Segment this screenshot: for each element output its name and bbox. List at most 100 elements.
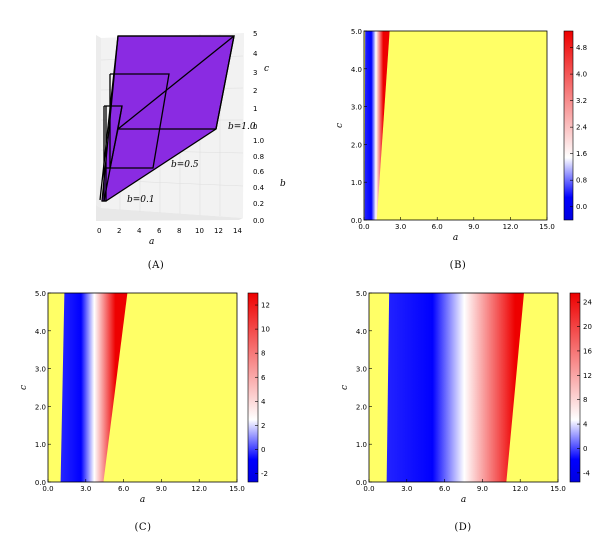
tick-label: 1.0 — [351, 179, 362, 187]
slice-label: b=0.1 — [127, 195, 155, 205]
slice-label: b=0.5 — [171, 160, 199, 170]
tick-label: 10 — [261, 326, 270, 334]
x-axis-label: a — [461, 495, 466, 505]
tick-label: 0 — [261, 446, 265, 454]
tick-label: 8 — [177, 227, 181, 235]
colorbar-gradient — [247, 292, 259, 483]
tick-label: 1.6 — [576, 150, 588, 158]
tick-label: 12.0 — [503, 223, 519, 231]
heatmap-band — [386, 293, 524, 482]
tick-label: 5.0 — [35, 290, 46, 298]
tick-label: 12.0 — [512, 485, 528, 493]
tick-label: 0.4 — [253, 184, 265, 192]
panel-a-xlabel: a — [149, 237, 154, 247]
panel-a-zticks: 5 4 3 2 1 0 — [253, 30, 258, 131]
tick-label: 4 — [261, 398, 266, 406]
tick-label: 10 — [195, 227, 204, 235]
tick-label: 4.0 — [576, 71, 587, 79]
tick-label: 12.0 — [191, 485, 207, 493]
tick-label: 0.0 — [358, 223, 369, 231]
tick-label: 0.8 — [576, 177, 587, 185]
colorbar: 4.8 4.0 3.2 2.4 1.6 0.8 0.0 — [563, 30, 588, 221]
panel-a-zlabel: c — [264, 64, 269, 74]
tick-label: 0.0 — [35, 479, 46, 487]
tick-label: 9.0 — [477, 485, 488, 493]
panel-a-xticks: 0 2 4 6 8 10 12 14 — [97, 227, 242, 235]
tick-label: 3.0 — [401, 485, 412, 493]
tick-label: 4.0 — [351, 66, 362, 74]
tick-label: 5.0 — [351, 28, 362, 36]
x-axis-label: a — [453, 233, 458, 243]
y-axis-label: c — [335, 123, 345, 128]
tick-label: 0.0 — [356, 479, 367, 487]
colorbar-gradient — [569, 292, 581, 483]
tick-label: 9.0 — [156, 485, 167, 493]
tick-label: 5.0 — [356, 290, 367, 298]
panel-c: 0.0 3.0 6.0 9.0 12.0 15.0 0.0 1.0 2.0 3.0 4.0 5.0 a c… — [19, 290, 270, 533]
panel-b: 0.0 3.0 6.0 9.0 12.0 15.0 0.0 1.0 2.0 3.0 4.0 5.0 a c… — [335, 28, 588, 271]
x-axis-label: a — [140, 495, 145, 505]
heatmap-background — [364, 31, 547, 220]
tick-label: 24 — [583, 299, 592, 307]
tick-label: 0.0 — [42, 485, 53, 493]
tick-label: 2.0 — [351, 141, 362, 149]
tick-label: 1.0 — [356, 441, 367, 449]
tick-label: 3.0 — [351, 104, 362, 112]
tick-label: 9.0 — [468, 223, 479, 231]
tick-label: 3 — [253, 69, 257, 77]
tick-label: 4.0 — [356, 328, 367, 336]
tick-label: 12 — [583, 372, 592, 380]
colorbar: 12 10 8 6 4 2 0 -2 — [247, 292, 270, 483]
tick-label: 8 — [583, 396, 587, 404]
tick-label: 2.4 — [576, 124, 588, 132]
tick-label: 6 — [157, 227, 162, 235]
tick-label: 15.0 — [539, 223, 555, 231]
tick-label: 3.2 — [576, 97, 587, 105]
tick-label: 15.0 — [229, 485, 245, 493]
tick-label: 5 — [253, 30, 257, 38]
tick-label: 0.0 — [351, 217, 362, 225]
panel-a: b=1.0 b=0.5 b=0.1 0 2 4 6 8 10 12 14 a 5… — [96, 30, 286, 271]
caption-a: (A) — [148, 260, 165, 271]
caption-d: (D) — [454, 522, 471, 533]
tick-label: 1.0 — [35, 441, 46, 449]
tick-label: 14 — [233, 227, 242, 235]
tick-label: 2.0 — [35, 403, 46, 411]
tick-label: 0 — [253, 123, 257, 131]
tick-label: 0 — [97, 227, 101, 235]
colorbar: 24 20 16 12 8 4 0 -4 — [569, 292, 592, 483]
tick-label: 6.0 — [439, 485, 450, 493]
tick-label: 3.0 — [35, 366, 46, 374]
tick-label: 0.0 — [363, 485, 374, 493]
panel-a-ylabel: b — [280, 179, 286, 189]
heatmap-band — [364, 31, 390, 220]
slice-label: b=1.0 — [228, 122, 256, 132]
tick-label: 8 — [261, 350, 265, 358]
tick-label: 6.0 — [118, 485, 129, 493]
tick-label: 4 — [583, 421, 588, 429]
tick-label: 20 — [583, 323, 592, 331]
tick-label: -2 — [261, 470, 268, 478]
tick-label: 3.0 — [356, 366, 367, 374]
tick-label: 0.0 — [576, 203, 587, 211]
panel-d: 0.0 3.0 6.0 9.0 12.0 15.0 0.0 1.0 2.0 3.0 4.0 5.0 a c… — [340, 290, 592, 533]
tick-label: 2 — [117, 227, 121, 235]
heatmap-panels: 0.0 3.0 6.0 9.0 12.0 15.00.01.02.03.04.05.0ac… — [19, 28, 592, 533]
panel-a-yticks: 1.0 0.8 0.6 0.4 0.2 0.0 — [253, 137, 265, 225]
tick-label: 6 — [261, 374, 266, 382]
caption-c: (C) — [135, 522, 152, 533]
tick-label: 16 — [583, 347, 592, 355]
y-axis-label: c — [340, 385, 350, 390]
tick-label: 12 — [261, 302, 270, 310]
tick-label: 6.0 — [432, 223, 443, 231]
caption-b: (B) — [450, 260, 467, 271]
heatmap-band — [60, 293, 128, 482]
tick-label: 0.2 — [253, 200, 264, 208]
tick-label: 4 — [137, 227, 142, 235]
panel-a-pane-floor — [96, 205, 243, 221]
tick-label: 3.0 — [80, 485, 91, 493]
plot-frame — [368, 292, 559, 483]
tick-label: 12 — [214, 227, 223, 235]
y-axis-label: c — [19, 385, 29, 390]
tick-label: 1 — [253, 105, 257, 113]
